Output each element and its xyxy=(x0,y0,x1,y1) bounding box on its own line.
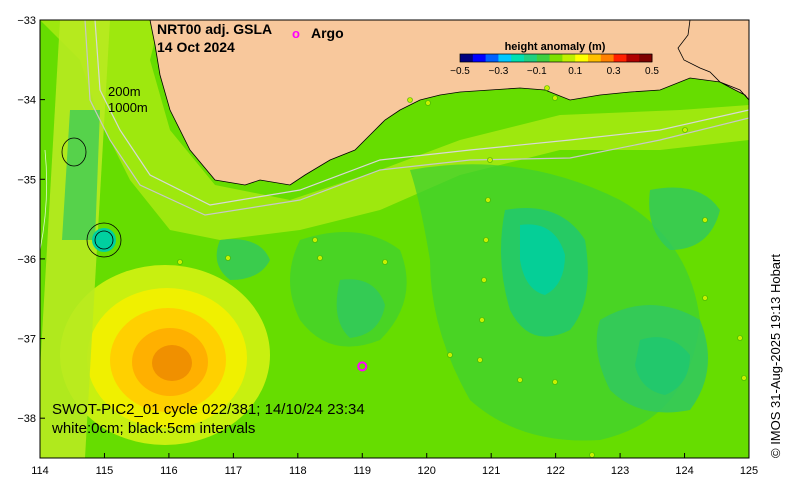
y-tick-label: −35 xyxy=(17,174,36,186)
colorbar-segment xyxy=(472,54,487,62)
y-tick-label: −36 xyxy=(17,254,36,266)
x-tick-label: 121 xyxy=(482,465,500,477)
x-tick-label: 116 xyxy=(160,465,178,477)
isobath-1000m xyxy=(84,20,749,216)
cool-anomaly-core xyxy=(635,337,690,395)
credit-text: © IMOS 31-Aug-2025 19:13 Hobart xyxy=(768,254,783,458)
x-tick-label: 125 xyxy=(740,465,758,477)
cool-anomaly-core xyxy=(649,187,720,250)
y-tick-label: −37 xyxy=(17,334,36,346)
colorbar-segment xyxy=(498,54,512,62)
colorbar-tick-label: 0.5 xyxy=(645,66,659,77)
x-tick-label: 123 xyxy=(611,465,629,477)
depth-label-200m: 200m xyxy=(108,84,141,99)
depth-label-1000m: 1000m xyxy=(108,100,148,115)
colorbar-segment xyxy=(460,54,474,62)
swot-swath-inner xyxy=(62,110,100,240)
warm-eddy-core xyxy=(152,345,192,381)
colorbar-segments xyxy=(460,54,653,62)
colorbar-ticks: −0.5 −0.3 −0.1 0.1 0.3 0.5 xyxy=(450,66,659,77)
colorbar-title: height anomaly (m) xyxy=(505,41,606,53)
argo-legend-label: Argo xyxy=(311,25,344,41)
map-frame xyxy=(39,19,750,459)
y-tick-label: −33 xyxy=(17,15,36,27)
colorbar-tick-label: −0.5 xyxy=(450,66,470,77)
cool-anomaly-core xyxy=(336,279,385,338)
x-tick-label: 117 xyxy=(225,465,243,477)
cold-eddy-ring xyxy=(61,137,87,167)
track-dots xyxy=(177,85,747,458)
colorbar: height anomaly (m) −0.5 −0.3 −0.1 0.1 0.3 0.5 xyxy=(450,41,659,77)
zero-contour xyxy=(40,149,48,251)
x-tick-label: 122 xyxy=(546,465,564,477)
cold-eddy-ring xyxy=(94,230,114,250)
colorbar-segment xyxy=(524,54,538,62)
colorbar-segment xyxy=(613,54,627,62)
colorbar-tick-label: −0.1 xyxy=(527,66,547,77)
swot-pass-info: SWOT-PIC2_01 cycle 022/381; 14/10/24 23:… xyxy=(52,401,365,418)
isobath-200m xyxy=(94,20,749,206)
x-tick-label: 114 xyxy=(31,465,49,477)
colorbar-tick-label: −0.3 xyxy=(489,66,509,77)
colorbar-segment xyxy=(485,54,499,62)
colorbar-segment xyxy=(626,54,640,62)
colorbar-tick-label: 0.3 xyxy=(607,66,621,77)
cold-eddy-ring xyxy=(86,222,122,258)
swot-contour-info: white:0cm; black:5cm intervals xyxy=(51,420,255,437)
map-title-product: NRT00 adj. GSLA xyxy=(157,21,272,37)
x-tick-label: 120 xyxy=(418,465,436,477)
colorbar-segment xyxy=(639,54,653,62)
colorbar-segment xyxy=(511,54,525,62)
colorbar-segment xyxy=(588,54,602,62)
argo-legend-symbol: o xyxy=(292,26,300,41)
map-title-date: 14 Oct 2024 xyxy=(157,39,235,55)
colorbar-segment xyxy=(536,54,551,62)
argo-float-marker[interactable] xyxy=(357,361,368,372)
cold-eddy-core xyxy=(92,228,116,252)
x-tick-label: 119 xyxy=(353,465,371,477)
y-tick-label: −34 xyxy=(17,95,36,107)
y-tick-label: −38 xyxy=(17,413,36,425)
x-axis: 114 115 116 117 118 119 120 121 122 123 124 125 xyxy=(31,453,758,477)
colorbar-frame xyxy=(459,53,653,63)
y-axis: −33 −34 −35 −36 −37 −38 xyxy=(17,15,45,425)
colorbar-segment xyxy=(575,54,589,62)
x-tick-label: 124 xyxy=(675,465,693,477)
map-field xyxy=(40,20,749,458)
colorbar-tick-label: 0.1 xyxy=(568,66,582,77)
colorbar-segment xyxy=(562,54,576,62)
cool-anomaly-core xyxy=(216,239,270,280)
shelf-anomaly-zone xyxy=(40,20,749,240)
x-tick-label: 115 xyxy=(96,465,114,477)
colorbar-segment xyxy=(549,54,563,62)
cool-anomaly-core xyxy=(520,224,565,295)
colorbar-segment xyxy=(600,54,615,62)
x-tick-label: 118 xyxy=(289,465,307,477)
